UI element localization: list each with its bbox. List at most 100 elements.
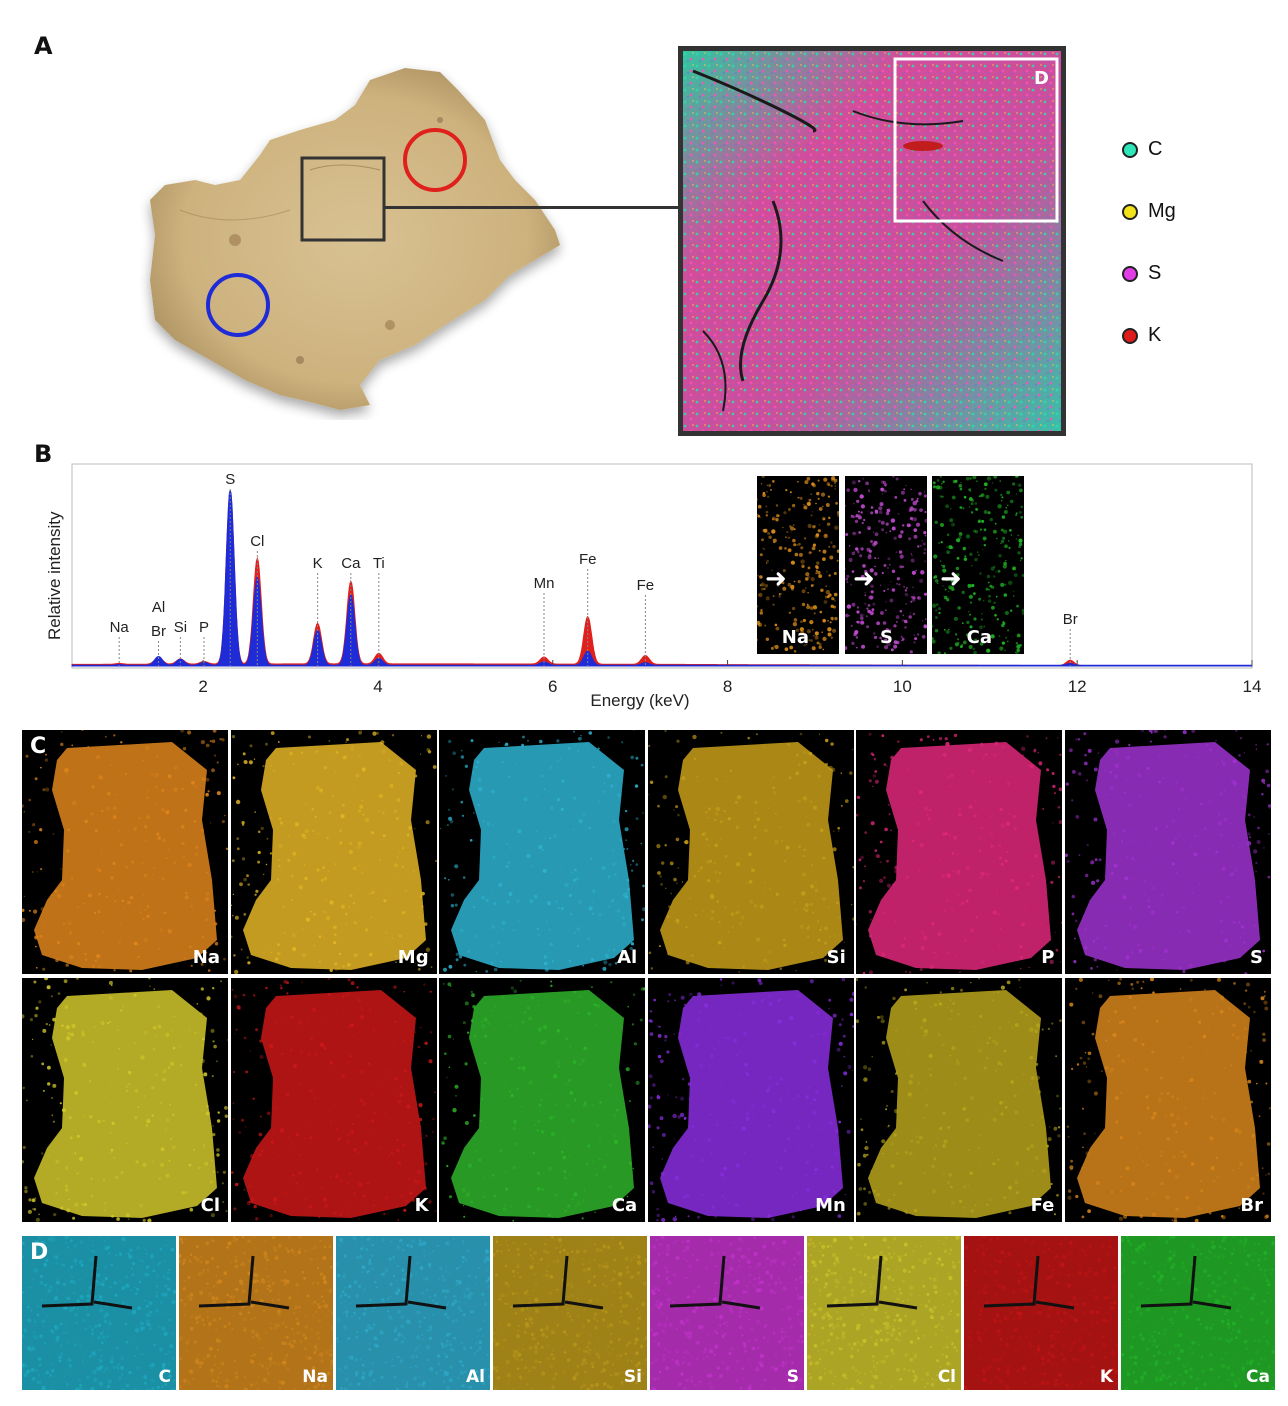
element-map-label: Na: [192, 947, 220, 968]
element-map-mg: Mg: [230, 730, 437, 974]
arrow-icon: ➜: [853, 564, 875, 594]
x-tick-label: 14: [1243, 677, 1262, 696]
element-map-image: [440, 730, 646, 973]
legend-label: K: [1148, 324, 1162, 346]
x-tick-label: 2: [198, 677, 207, 696]
element-map-image: [1066, 978, 1271, 1222]
element-map-label: Br: [1240, 1195, 1263, 1216]
element-map-k: K: [230, 978, 437, 1222]
inset-map-label: Si: [623, 1367, 642, 1387]
spectrum-inset-na: ➜ Na: [757, 476, 839, 654]
inset-map-label: Na: [302, 1367, 328, 1387]
inset-map-label: Al: [466, 1367, 485, 1387]
element-map-si: Si: [647, 730, 854, 974]
blue-circle: [206, 273, 270, 337]
inset-d-box: [893, 57, 1059, 223]
peak-label: Fe: [637, 577, 655, 594]
inset-map-image: [964, 1236, 1118, 1390]
inset-map-image: [22, 1236, 176, 1390]
zoom-connector-line: [384, 206, 680, 209]
legend-item-s: S: [1122, 262, 1161, 285]
spectrum-inset-s: ➜ S: [845, 476, 927, 654]
peak-label: P: [199, 619, 209, 636]
inset-map-label: C: [158, 1367, 171, 1387]
panel-letter-d: D: [30, 1240, 49, 1265]
composite-map: [683, 51, 1061, 431]
panel-letter-b: B: [34, 440, 53, 468]
x-tick-label: 8: [723, 677, 732, 696]
element-map-label: P: [1041, 947, 1055, 968]
peak-label: Ti: [373, 555, 385, 572]
plot-frame: [71, 463, 1253, 669]
legend-item-k: K: [1122, 324, 1161, 347]
inset-map-si: Si: [493, 1236, 647, 1390]
element-map-image: [22, 730, 228, 973]
inset-map: [757, 476, 839, 653]
element-map-cl: Cl: [22, 978, 228, 1222]
y-axis-label: Relative intensity: [45, 511, 64, 640]
element-map-label: S: [1250, 947, 1263, 968]
inset-map-al: Al: [336, 1236, 490, 1390]
peak-label: Fe: [579, 551, 597, 568]
peak-label: Na: [110, 619, 130, 636]
inset-map-label: K: [1099, 1367, 1113, 1387]
element-map-label: Si: [826, 947, 846, 968]
element-map-p: P: [856, 730, 1063, 974]
inset-map-cl: Cl: [807, 1236, 961, 1390]
peak-label: Br: [1063, 611, 1078, 628]
element-map-fe: Fe: [856, 978, 1063, 1222]
x-tick-label: 4: [373, 677, 382, 696]
element-map-image: [647, 978, 854, 1222]
red-circle: [403, 128, 467, 192]
x-tick-label: 10: [893, 677, 912, 696]
peak-label: Ca: [341, 555, 361, 572]
peak-label: K: [313, 555, 323, 572]
peak-label: Al: [152, 599, 165, 616]
peak-label: Br: [151, 623, 166, 640]
legend-swatch: [1122, 141, 1138, 158]
element-map-image: [230, 978, 437, 1222]
element-map-image: [230, 730, 437, 974]
legend-label: C: [1148, 138, 1163, 160]
inset-map: [932, 476, 1024, 654]
inset-d-label: D: [1034, 68, 1049, 89]
inset-map-image: [650, 1236, 804, 1390]
composite-map-frame: D: [678, 46, 1066, 436]
inset-map-s: S: [650, 1236, 804, 1390]
sample-photo: [150, 68, 560, 410]
element-map-label: Fe: [1030, 1195, 1055, 1216]
inset-map-ca: Ca: [1121, 1236, 1275, 1390]
element-map-image: [856, 978, 1063, 1218]
element-map-label: Al: [617, 947, 638, 968]
element-map-image: [22, 978, 228, 1222]
inset-map-label: Cl: [937, 1367, 956, 1387]
peak-label: Si: [174, 619, 187, 636]
element-map-label: K: [414, 1195, 429, 1216]
legend-swatch: [1122, 203, 1138, 220]
panel-letter-a: A: [34, 32, 53, 60]
element-map-mn: Mn: [647, 978, 854, 1222]
element-map-label: Mn: [815, 1195, 846, 1216]
inset-label: S: [880, 627, 893, 648]
element-map-image: [1065, 730, 1271, 974]
spectrum-inset-ca: ➜ Ca: [932, 476, 1024, 654]
inset-label: Ca: [966, 627, 992, 648]
spectrum-series-red: [71, 491, 1253, 667]
legend-item-c: C: [1122, 138, 1162, 161]
peak-label: Cl: [250, 533, 264, 550]
x-tick-label: 12: [1068, 677, 1087, 696]
legend-item-mg: Mg: [1122, 200, 1176, 223]
element-map-al: Al: [439, 730, 646, 974]
inset-map-image: [1121, 1236, 1275, 1390]
x-tick-label: 6: [548, 677, 557, 696]
element-map-na: Na C: [22, 730, 228, 974]
peak-label: S: [225, 471, 235, 488]
element-map-label: Cl: [200, 1195, 220, 1216]
inset-map-image: [336, 1236, 490, 1390]
legend-label: Mg: [1148, 200, 1176, 222]
x-axis-label: Energy (keV): [590, 691, 689, 710]
spectrum-series-blue: [71, 489, 1253, 667]
element-map-label: Ca: [611, 1195, 638, 1216]
arrow-icon: ➜: [940, 564, 962, 594]
